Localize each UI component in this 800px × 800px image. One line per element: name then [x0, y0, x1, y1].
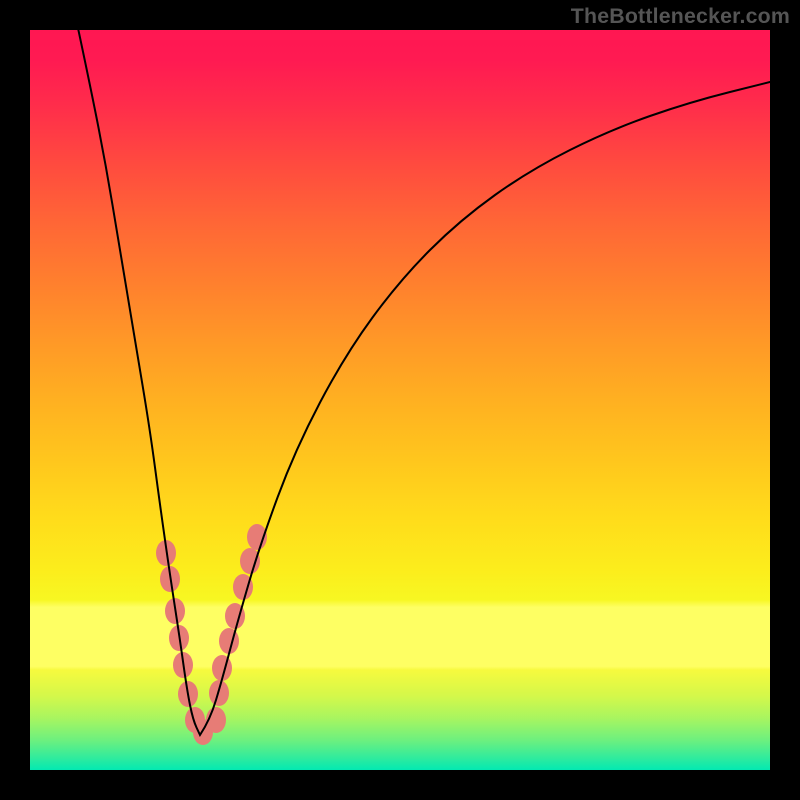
chart-frame: TheBottlenecker.com [0, 0, 800, 800]
bead [240, 548, 260, 574]
chart-svg [0, 0, 800, 800]
watermark-text: TheBottlenecker.com [571, 4, 790, 29]
plot-background [30, 30, 770, 770]
